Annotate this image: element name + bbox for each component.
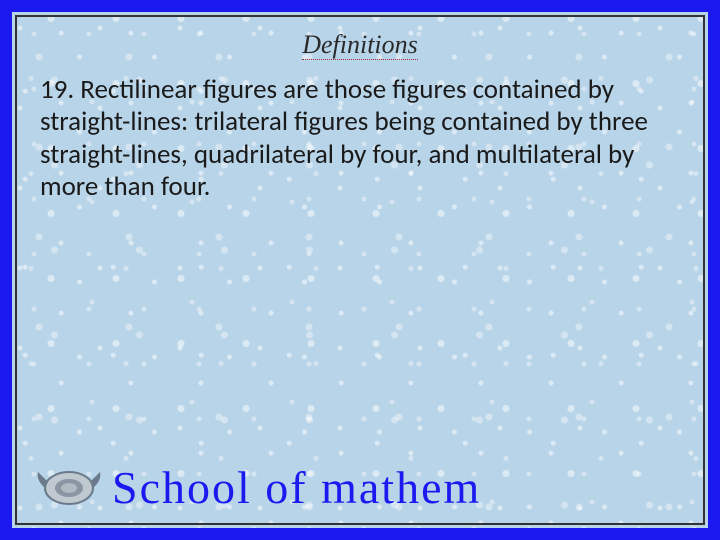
body-text: 19. Rectilinear figures are those figure…: [40, 73, 648, 203]
logo-emblem-icon: [34, 462, 104, 514]
definition-body: 19. Rectilinear figures are those figure…: [12, 74, 708, 204]
footer-text: School of mathem: [112, 461, 481, 514]
slide-frame: Definitions 19. Rectilinear figures are …: [0, 0, 720, 540]
title-text: Definitions: [302, 30, 418, 60]
slide-title: Definitions: [12, 12, 708, 74]
footer: School of mathem: [34, 461, 481, 514]
